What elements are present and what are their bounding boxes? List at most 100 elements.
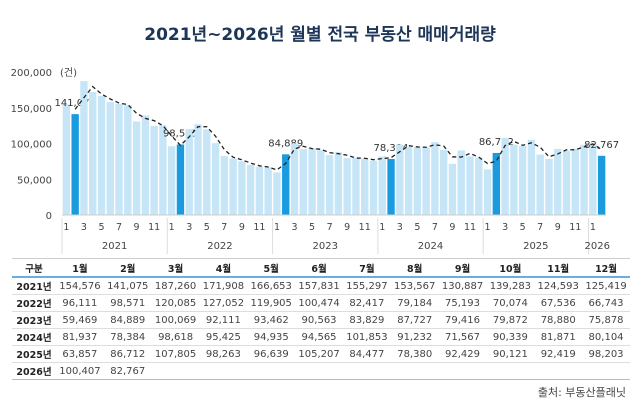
- x-tick-label: 5: [309, 222, 315, 233]
- table-cell: 81,871: [534, 328, 583, 346]
- data-table: 구분 1월 2월 3월 4월 5월 6월 7월 8월 9월 10월 11월 12월 2021년 154,57…: [12, 258, 630, 380]
- table-cell: 59,469: [56, 311, 104, 329]
- table-cell: 90,339: [486, 328, 535, 346]
- y-tick-label: 0: [46, 211, 52, 222]
- table-cell: 82,417: [342, 294, 391, 312]
- x-tick-label: 5: [98, 222, 104, 233]
- bar: [325, 155, 334, 215]
- x-tick-label: 1: [63, 222, 69, 233]
- year-label: 2026: [584, 241, 609, 252]
- table-cell: 71,567: [438, 328, 487, 346]
- bar: [404, 146, 413, 215]
- bar: [334, 152, 343, 215]
- table-cell: 120,085: [151, 294, 200, 312]
- bar: [167, 146, 176, 215]
- column-header: 1월: [56, 258, 104, 278]
- x-tick-label: 7: [537, 222, 543, 233]
- bar: [422, 147, 430, 215]
- bar: [194, 124, 202, 215]
- table-cell: 139,283: [486, 277, 535, 295]
- column-header: 9월: [438, 258, 487, 278]
- bar: [518, 145, 527, 215]
- bar: [562, 150, 571, 215]
- table-cell: 91,232: [390, 328, 439, 346]
- x-tick-label: 7: [221, 222, 227, 233]
- x-tick-label: 11: [464, 222, 476, 233]
- table-cell: 82,767: [103, 362, 152, 380]
- x-tick-label: 1: [274, 222, 280, 233]
- table-cell: [295, 362, 343, 380]
- table-cell: 75,878: [582, 311, 630, 329]
- data-label: 82,767: [584, 140, 619, 151]
- bar: [141, 115, 150, 215]
- bar: [308, 148, 316, 215]
- table-cell: 79,416: [438, 311, 487, 329]
- bar: [396, 144, 404, 215]
- column-header: 7월: [342, 258, 391, 278]
- table-cell: [151, 362, 200, 380]
- x-tick-label: 5: [520, 222, 526, 233]
- x-tick-label: 9: [134, 222, 140, 233]
- x-tick-label: 3: [502, 222, 508, 233]
- table-cell: [534, 362, 583, 380]
- table-cell: 155,297: [342, 277, 391, 295]
- bar: [439, 149, 448, 215]
- table-cell: 105,207: [295, 345, 343, 363]
- table-row: 2026년 100,407 82,767: [12, 362, 630, 380]
- year-label: 2022: [207, 241, 232, 252]
- table-row: 2021년 154,576 141,075 187,260 171,908 166,653…: [12, 277, 630, 295]
- x-tick-label: 5: [414, 222, 420, 233]
- bar: [89, 92, 97, 215]
- x-tick-label: 11: [253, 222, 265, 233]
- bar: [510, 144, 518, 215]
- column-header: 10월: [486, 258, 535, 278]
- table-cell: 98,571: [103, 294, 152, 312]
- table-cell: 80,104: [582, 328, 630, 346]
- x-tick-label: 3: [81, 222, 87, 233]
- table-row: 2023년 59,469 84,889 100,069 92,111 93,462 90,5…: [12, 311, 630, 329]
- bar: [115, 103, 123, 215]
- bar: [255, 166, 264, 215]
- table-cell: 171,908: [199, 277, 248, 295]
- table-cell: 100,474: [295, 294, 343, 312]
- table-cell: 157,831: [295, 277, 343, 295]
- table-cell: 66,743: [582, 294, 630, 312]
- table-cell: 78,380: [390, 345, 439, 363]
- table-cell: 78,384: [103, 328, 152, 346]
- table-cell: 154,576: [56, 277, 104, 295]
- y-tick-label: 100,000: [11, 140, 52, 151]
- bar: [589, 143, 597, 215]
- column-header: 4월: [199, 258, 248, 278]
- bar: [150, 125, 158, 215]
- x-tick-label: 1: [485, 222, 491, 233]
- bar: [229, 158, 237, 215]
- table-cell: 75,193: [438, 294, 487, 312]
- column-header: 8월: [390, 258, 439, 278]
- row-header: 2024년: [12, 328, 56, 346]
- row-header: 2026년: [12, 362, 56, 380]
- table-cell: [247, 362, 296, 380]
- bar: [211, 143, 220, 215]
- table-cell: [199, 362, 248, 380]
- y-tick-label: 50,000: [17, 175, 52, 186]
- table-row: 2024년 81,937 78,384 98,618 95,425 94,935 94,56…: [12, 328, 630, 346]
- table-cell: 98,618: [151, 328, 200, 346]
- data-label: 84,889: [268, 138, 303, 149]
- source-note: 출처: 부동산플래닛: [537, 386, 626, 399]
- table-cell: 92,419: [534, 345, 583, 363]
- table-cell: 84,477: [342, 345, 391, 363]
- table-cell: 96,639: [247, 345, 296, 363]
- bar-highlight: [492, 153, 501, 215]
- bar: [536, 154, 544, 215]
- column-header: 3월: [151, 258, 200, 278]
- bar: [448, 163, 457, 215]
- table-cell: 78,880: [534, 311, 583, 329]
- unit-label: (건): [60, 67, 77, 79]
- bar: [457, 150, 465, 215]
- table-cell: 100,407: [56, 362, 104, 380]
- x-tick-label: 3: [186, 222, 192, 233]
- trend-line: [74, 85, 602, 171]
- year-label: 2021: [102, 241, 127, 252]
- x-tick-label: 9: [239, 222, 245, 233]
- x-tick-label: 9: [449, 222, 455, 233]
